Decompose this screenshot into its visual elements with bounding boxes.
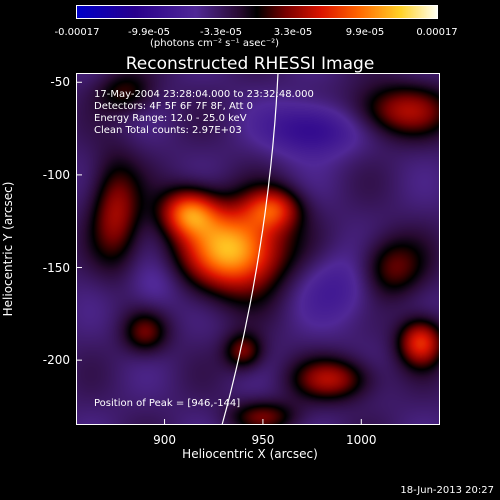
y-tick-label: -200: [42, 353, 70, 368]
y-tick-label: -50: [50, 75, 70, 90]
chart-title: Reconstructed RHESSI Image: [125, 54, 375, 74]
colorbar-tick-label: 0.00017: [416, 27, 458, 38]
x-tick-label: 1000: [346, 433, 377, 447]
timestamp: 18-Jun-2013 20:27: [400, 485, 494, 496]
colorbar-tick-label: -9.9e-05: [128, 27, 170, 38]
x-tick-label: 950: [251, 433, 275, 447]
y-axis-label: Heliocentric Y (arcsec): [1, 181, 15, 317]
colorbar-tick-label: -0.00017: [54, 27, 100, 38]
colorbar-unit: (photons cm⁻² s⁻¹ asec⁻²): [150, 38, 280, 49]
y-tick-label: -150: [42, 260, 70, 275]
colorbar-tick-label: 3.3e-05: [273, 27, 313, 38]
annotation-detectors: Detectors: 4F 5F 6F 7F 8F, Att 0: [94, 101, 254, 112]
colorbar: [76, 5, 438, 19]
x-axis-label: Heliocentric X (arcsec): [182, 447, 318, 461]
solar-limb-line: [221, 73, 279, 425]
plot-area: [76, 73, 440, 425]
colorbar-tick-label: 9.9e-05: [345, 27, 385, 38]
annotation-peak: Position of Peak = [946,-144]: [94, 398, 241, 409]
x-tick-label: 900: [153, 433, 176, 447]
annotation-energy: Energy Range: 12.0 - 25.0 keV: [94, 113, 247, 124]
y-tick-label: -100: [42, 167, 70, 182]
colorbar-tick-label: -3.3e-05: [200, 27, 242, 38]
plot-frame: [76, 73, 440, 425]
annotation-time: 17-May-2004 23:28:04.000 to 23:32:48.000: [94, 89, 314, 100]
heatmap-image: [76, 73, 440, 425]
annotation-method: Clean Total counts: 2.97E+03: [94, 125, 242, 136]
